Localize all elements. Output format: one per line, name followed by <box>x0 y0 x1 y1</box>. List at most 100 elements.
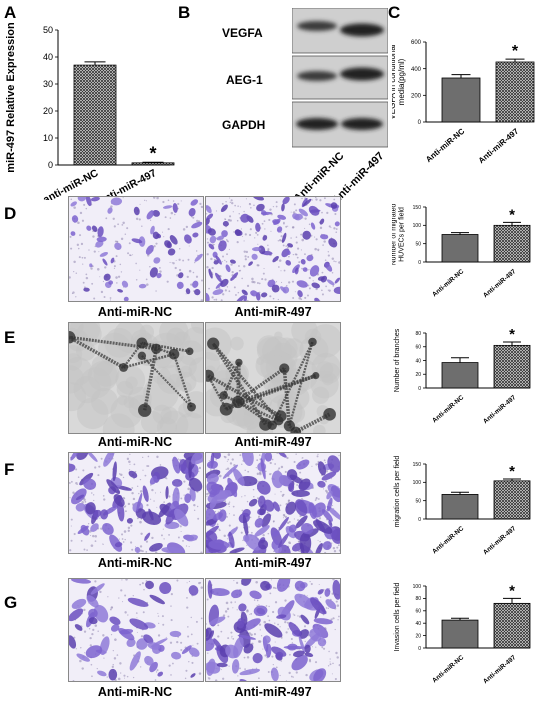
pore-dot <box>199 582 202 584</box>
stained-cell <box>191 453 203 465</box>
pore-dot <box>156 506 158 508</box>
stained-cell <box>136 638 148 650</box>
stained-cell <box>327 455 340 473</box>
pore-dot <box>221 261 223 263</box>
pore-dot <box>315 238 318 241</box>
pore-dot <box>256 599 259 602</box>
pore-dot <box>139 545 143 548</box>
stained-cell <box>209 616 226 625</box>
bar-f-0 <box>441 494 479 520</box>
pore-dot <box>134 546 137 548</box>
pore-dot <box>188 580 191 583</box>
pore-dot <box>322 647 326 650</box>
pore-dot <box>185 293 187 295</box>
panel-label-f: F <box>4 460 15 479</box>
pore-dot <box>114 638 117 641</box>
y-tick-label-d: 100 <box>413 223 422 229</box>
stained-cell <box>172 202 178 213</box>
pore-dot <box>265 605 268 607</box>
pore-dot <box>162 528 164 530</box>
pore-dot <box>243 210 245 213</box>
pore-dot <box>97 630 99 632</box>
pore-dot <box>325 489 328 493</box>
pore-dot <box>172 200 175 202</box>
category-label-e-0: Anti-miR-NC <box>431 394 465 424</box>
stained-cell <box>225 644 239 659</box>
pore-dot <box>78 256 81 259</box>
stained-cell <box>285 501 297 515</box>
pore-dot <box>226 460 228 462</box>
pore-dot <box>317 248 320 251</box>
pore-dot <box>270 473 272 475</box>
stained-cell <box>127 597 149 607</box>
pore-dot <box>180 641 183 644</box>
tube-node <box>219 391 228 400</box>
pore-dot <box>274 463 277 465</box>
pore-dot <box>293 518 295 520</box>
stained-cell <box>208 540 230 550</box>
pore-dot <box>304 227 306 230</box>
pore-dot <box>117 677 121 681</box>
pore-dot <box>157 612 159 614</box>
stained-cell <box>220 204 228 213</box>
pore-dot <box>319 226 323 230</box>
pore-dot <box>147 465 150 467</box>
pore-dot <box>139 269 141 271</box>
pore-dot <box>293 460 296 463</box>
pore-dot <box>127 502 131 506</box>
stained-cell <box>90 523 99 532</box>
tube-segment <box>212 342 280 422</box>
pore-dot <box>222 255 225 258</box>
stained-cell <box>123 296 129 301</box>
pore-dot <box>269 208 272 211</box>
stained-cell <box>276 614 287 619</box>
pore-dot <box>333 260 335 263</box>
pore-dot <box>325 607 328 609</box>
pore-dot <box>156 197 159 200</box>
pore-dot <box>91 675 93 678</box>
pore-dot <box>285 631 288 634</box>
pore-dot <box>253 599 256 601</box>
pore-dot <box>288 520 291 523</box>
stained-cell <box>152 209 160 217</box>
pore-dot <box>206 623 207 625</box>
stained-cell <box>255 222 261 232</box>
pore-dot <box>290 675 293 678</box>
pore-dot <box>129 463 131 465</box>
pore-dot <box>190 633 193 636</box>
pore-dot <box>241 277 243 280</box>
pore-dot <box>126 457 130 461</box>
pore-dot <box>131 491 134 495</box>
stained-cell <box>328 238 338 248</box>
stained-cell <box>292 213 300 220</box>
pore-dot <box>146 503 149 507</box>
stained-cell <box>106 479 121 495</box>
pore-dot <box>331 673 333 675</box>
stained-cell <box>222 220 229 227</box>
bar-d-0 <box>441 234 479 263</box>
pore-dot <box>211 266 214 270</box>
pore-dot <box>125 510 127 513</box>
pore-dot <box>274 601 278 604</box>
background-texture <box>175 412 203 433</box>
stained-cell <box>75 503 86 512</box>
stained-cell <box>161 546 184 553</box>
pore-dot <box>141 225 143 227</box>
category-label-g-1: Anti-miR-497 <box>482 654 518 685</box>
pore-dot <box>300 249 303 251</box>
stained-cell <box>206 460 218 469</box>
pore-dot <box>103 498 106 501</box>
tube-formation-e-nc <box>68 322 204 434</box>
pore-dot <box>269 461 272 465</box>
stained-cell <box>287 243 294 248</box>
pore-dot <box>186 275 189 279</box>
pore-dot <box>295 209 298 212</box>
pore-dot <box>105 217 108 220</box>
pore-dot <box>311 199 313 201</box>
pore-dot <box>332 617 335 620</box>
stained-cell <box>95 240 104 248</box>
pore-dot <box>238 212 240 215</box>
stained-cell <box>306 254 314 262</box>
tube-segment <box>69 335 125 369</box>
pore-dot <box>106 676 108 678</box>
